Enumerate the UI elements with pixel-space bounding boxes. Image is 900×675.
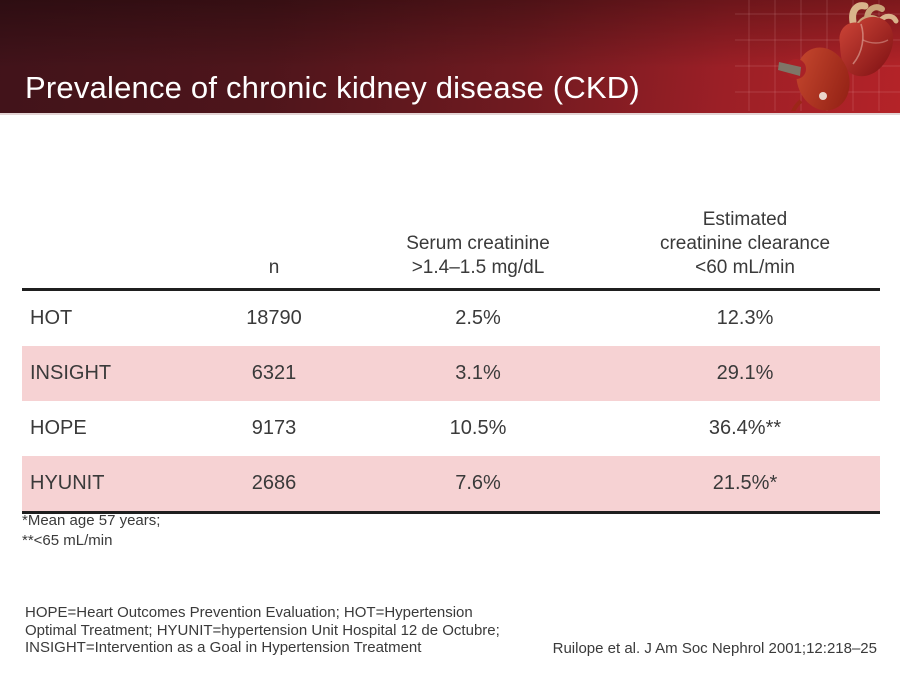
study-name: HOT bbox=[30, 307, 73, 329]
study-name: HYUNIT bbox=[22, 456, 202, 514]
creatinine-clearance-value: 36.4%** bbox=[708, 417, 782, 439]
abbreviation-key: HOPE=Heart Outcomes Prevention Evaluatio… bbox=[25, 604, 500, 656]
serum-creatinine-value: 10.5% bbox=[449, 417, 507, 439]
column-header-creatinine-clearance: Estimated creatinine clearance <60 mL/mi… bbox=[610, 195, 880, 291]
slide-title: Prevalence of chronic kidney disease (CK… bbox=[25, 70, 640, 105]
heart-kidney-illustration bbox=[735, 0, 900, 111]
serum-creatinine-value: 2.5% bbox=[455, 307, 501, 329]
creatinine-clearance-value: 29.1% bbox=[716, 362, 774, 384]
creatinine-clearance-value: 21.5%* bbox=[610, 456, 880, 514]
table-header-row: n Serum creatinine >1.4–1.5 mg/dL Estima… bbox=[22, 195, 880, 291]
serum-creatinine-value: 3.1% bbox=[455, 362, 501, 384]
table-container: n Serum creatinine >1.4–1.5 mg/dL Estima… bbox=[22, 195, 880, 514]
column-header-n: n bbox=[202, 195, 346, 291]
n-value: 6321 bbox=[251, 362, 297, 384]
n-value: 9173 bbox=[251, 417, 297, 439]
column-header-serum-creatinine: Serum creatinine >1.4–1.5 mg/dL bbox=[346, 195, 610, 291]
serum-creatinine-value: 7.6% bbox=[346, 456, 610, 514]
table-row: HOPE 9173 10.5% 36.4%** bbox=[22, 401, 880, 456]
study-name: INSIGHT bbox=[30, 362, 112, 384]
heart-icon bbox=[839, 16, 894, 77]
citation: Ruilope et al. J Am Soc Nephrol 2001;12:… bbox=[552, 640, 877, 657]
n-value: 2686 bbox=[202, 456, 346, 514]
table-row: HYUNIT 2686 7.6% 21.5%* bbox=[22, 456, 880, 514]
creatinine-clearance-value: 12.3% bbox=[716, 307, 774, 329]
ckd-prevalence-table: n Serum creatinine >1.4–1.5 mg/dL Estima… bbox=[22, 195, 880, 514]
n-value: 18790 bbox=[246, 307, 302, 329]
table-footnotes: *Mean age 57 years; **<65 mL/min bbox=[22, 512, 161, 549]
study-name: HOPE bbox=[30, 417, 87, 439]
table-row: HOT 18790 2.5% 12.3% bbox=[22, 290, 880, 347]
column-header-study bbox=[22, 195, 202, 291]
table-row: INSIGHT 6321 3.1% 29.1% bbox=[22, 346, 880, 401]
kidney-icon bbox=[778, 47, 850, 111]
title-banner: Prevalence of chronic kidney disease (CK… bbox=[0, 0, 900, 115]
